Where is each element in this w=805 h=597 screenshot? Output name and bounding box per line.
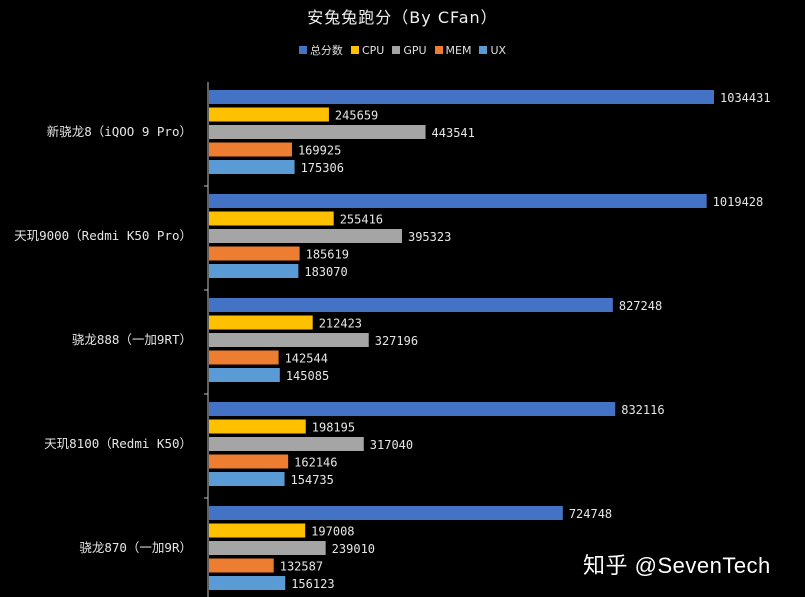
legend-swatch [298, 46, 307, 54]
data-label: 132587 [280, 560, 323, 574]
legend-swatch [392, 46, 401, 54]
bar [209, 142, 292, 157]
watermark: 知乎 @SevenTech [583, 553, 771, 578]
legend-label: 总分数 [309, 44, 343, 57]
data-label: 197008 [311, 525, 354, 539]
bar [209, 264, 299, 278]
data-label: 245659 [335, 109, 378, 123]
data-label: 156123 [291, 577, 334, 591]
category-label: 天玑9000（Redmi K50 Pro） [14, 228, 192, 243]
category-label: 新骁龙8（iQOO 9 Pro） [47, 124, 192, 139]
data-label: 162146 [294, 456, 337, 470]
legend-label: MEM [445, 43, 472, 57]
legend-swatch [479, 46, 488, 54]
category-label: 骁龙888（一加9RT） [72, 332, 192, 347]
data-label: 724748 [569, 507, 612, 521]
chart-title: 安兔兔跑分（By CFan） [307, 8, 498, 27]
bar [209, 246, 300, 261]
legend-swatch [350, 46, 359, 54]
legend-label: UX [490, 43, 507, 57]
data-label: 169925 [298, 144, 341, 158]
bar [209, 541, 326, 555]
bar [209, 298, 613, 312]
bar [209, 523, 306, 538]
legend-label: CPU [361, 43, 385, 57]
data-label: 185619 [306, 248, 349, 262]
bar [209, 472, 285, 486]
bar [209, 454, 289, 469]
legend-item: UX [479, 44, 506, 57]
bar [209, 350, 279, 365]
bar [209, 558, 274, 573]
category-label: 天玑8100（Redmi K50） [44, 436, 192, 451]
bar [209, 506, 563, 520]
data-label: 1019428 [713, 195, 764, 209]
category-label: 骁龙870（一加9R） [79, 540, 192, 555]
bar [209, 368, 280, 382]
data-label: 827248 [619, 299, 662, 313]
data-label: 255416 [340, 213, 383, 227]
data-label: 395323 [408, 230, 451, 244]
bar [209, 315, 313, 330]
data-label: 212423 [319, 317, 362, 331]
data-label: 198195 [312, 421, 355, 435]
data-label: 832116 [621, 403, 664, 417]
data-label: 145085 [286, 369, 329, 383]
data-label: 175306 [301, 161, 344, 175]
data-label: 142544 [285, 352, 328, 366]
data-label: 317040 [370, 438, 413, 452]
bar [209, 419, 306, 434]
chart-legend: 总分数 CPU GPU MEM UX [0, 42, 805, 58]
data-label: 1034431 [720, 91, 771, 105]
legend-item: GPU [392, 43, 427, 57]
bar [209, 125, 426, 139]
data-label: 327196 [375, 334, 418, 348]
legend-swatch [434, 46, 443, 54]
bar [209, 160, 295, 174]
bar [209, 402, 616, 416]
data-label: 154735 [291, 473, 334, 487]
bar [209, 437, 364, 451]
data-label: 239010 [332, 542, 375, 556]
bar [209, 211, 334, 226]
bar [209, 107, 329, 122]
bar [209, 229, 402, 243]
bar [209, 333, 369, 347]
data-label: 443541 [432, 126, 475, 140]
legend-item: MEM [434, 43, 472, 57]
legend-item: 总分数 [298, 42, 343, 58]
legend-item: CPU [350, 43, 385, 57]
bar [209, 194, 707, 208]
bar [209, 90, 714, 104]
bar [209, 576, 286, 590]
data-label: 183070 [304, 265, 347, 279]
legend-label: GPU [403, 43, 427, 57]
